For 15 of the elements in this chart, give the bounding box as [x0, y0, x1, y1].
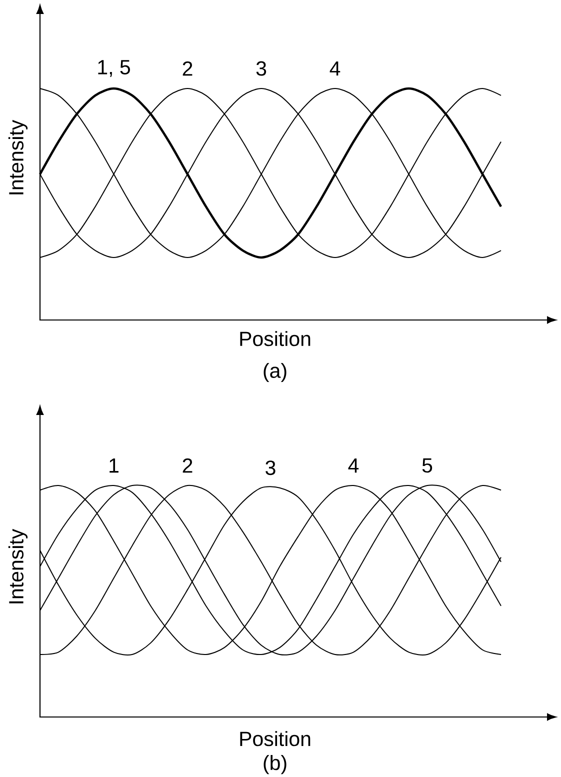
- y-axis-title: Intensity: [8, 120, 28, 194]
- y-axis-title: Intensity: [8, 528, 28, 604]
- x-axis-title: Position: [240, 331, 310, 346]
- series-label: 3: [266, 460, 276, 476]
- series-label: 1: [110, 458, 118, 473]
- text: (b): [264, 755, 286, 774]
- series-label: 2: [182, 458, 192, 473]
- text: (a): [264, 362, 286, 382]
- series-label: 1, 5: [98, 60, 130, 77]
- x-axis-title: Position: [240, 731, 310, 746]
- series-label: 5: [422, 458, 432, 473]
- series-label: 2: [182, 61, 192, 76]
- series-label: 4: [330, 61, 340, 76]
- series-label: 3: [256, 61, 266, 76]
- series-label: 4: [348, 458, 359, 473]
